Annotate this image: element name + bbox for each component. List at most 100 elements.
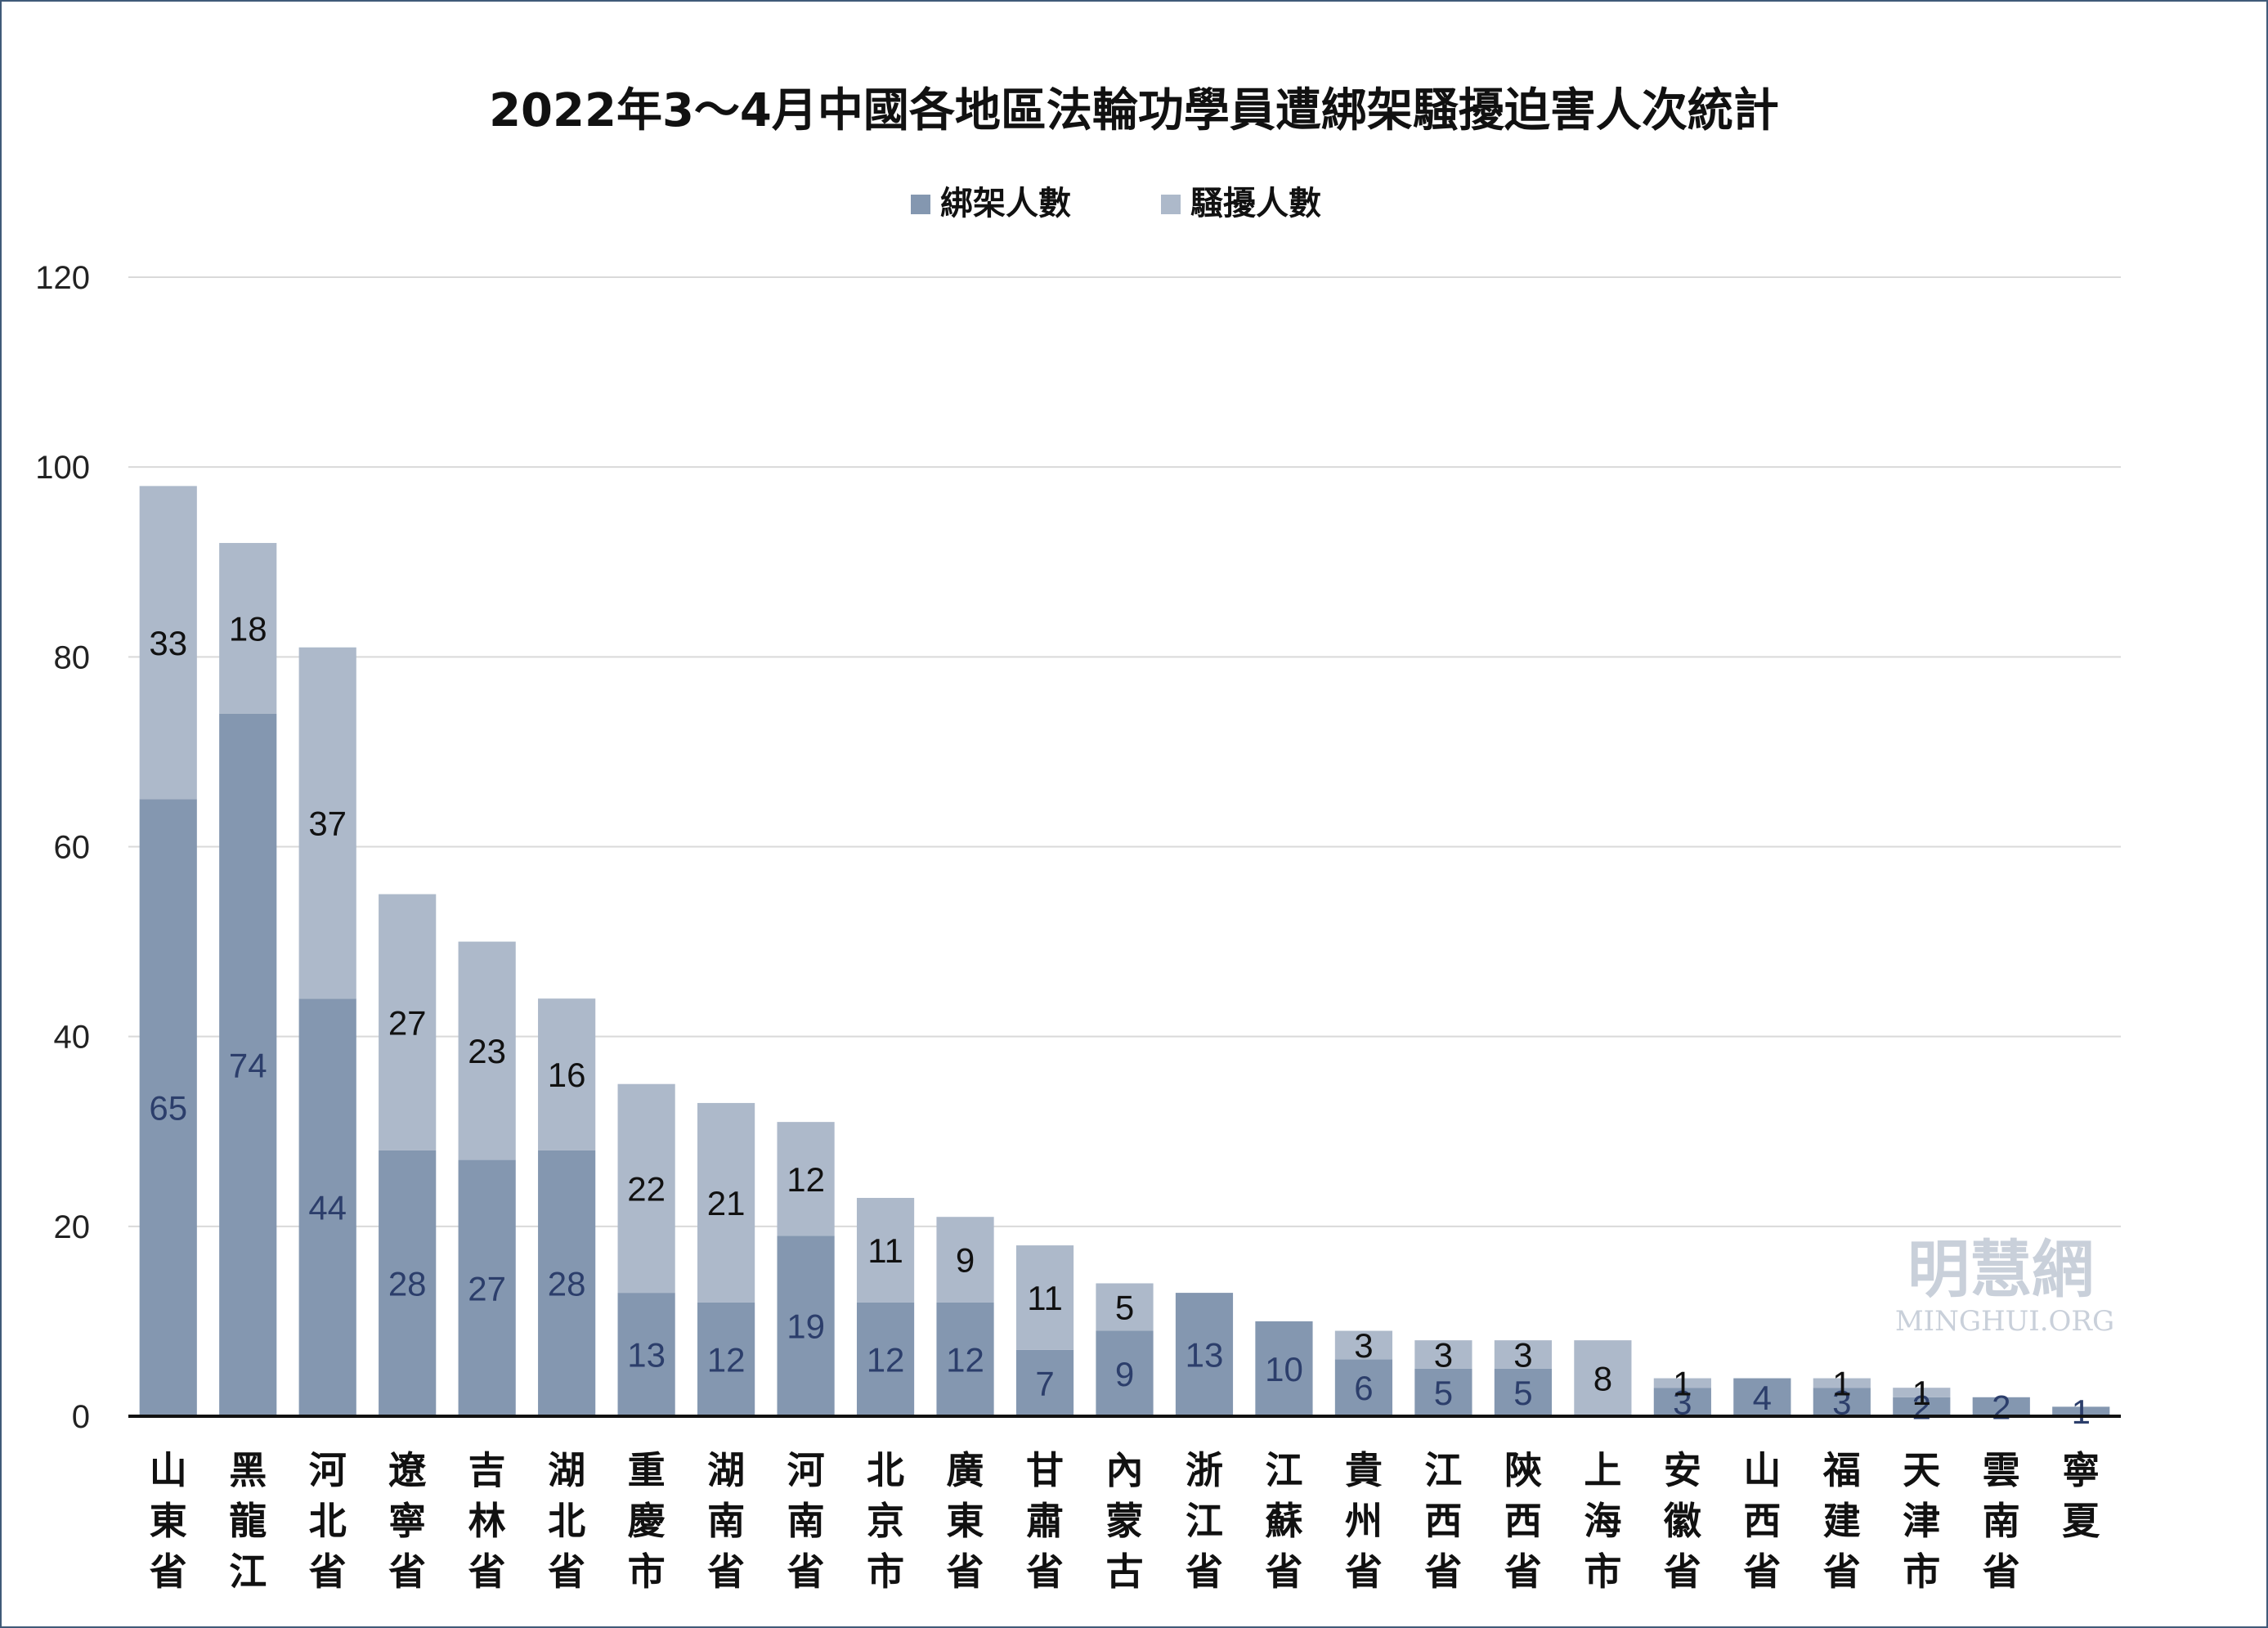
bar-abduction <box>697 1302 755 1416</box>
bar-abduction <box>1893 1397 1951 1416</box>
bar-abduction <box>936 1302 994 1416</box>
bar-harassment <box>1015 1245 1074 1350</box>
data-label-abduction: 27 <box>468 1269 506 1307</box>
data-label-abduction: 4 <box>1753 1379 1772 1417</box>
bar-abduction <box>1414 1368 1472 1416</box>
x-category-label: 重慶市 <box>628 1448 666 1594</box>
x-category-label: 湖南省 <box>707 1448 745 1594</box>
data-label-harassment: 18 <box>229 610 267 648</box>
legend-label-harassment: 騷擾人數 <box>1190 185 1321 222</box>
x-category-label: 天津市 <box>1903 1448 1940 1594</box>
data-label-harassment: 8 <box>1593 1360 1612 1398</box>
data-label-harassment: 33 <box>149 624 187 662</box>
x-category-label: 貴州省 <box>1345 1448 1383 1594</box>
bar-abduction <box>1255 1321 1313 1416</box>
x-category-label: 江西省 <box>1424 1448 1462 1594</box>
data-label-harassment: 23 <box>468 1032 506 1070</box>
x-category-label: 雲南省 <box>1983 1448 2020 1594</box>
y-axis: 0 20 40 60 80 100 120 <box>35 260 90 1435</box>
data-label-harassment: 37 <box>308 804 347 842</box>
legend-swatch-harassment <box>1161 195 1181 214</box>
bar-harassment <box>219 543 277 714</box>
data-label-harassment: 11 <box>867 1231 903 1270</box>
data-label-abduction: 1 <box>2072 1393 2091 1431</box>
data-label-abduction: 3 <box>1673 1384 1692 1422</box>
data-label-harassment: 11 <box>1027 1279 1063 1317</box>
bar-abduction <box>1334 1359 1393 1416</box>
y-tick-label: 0 <box>72 1399 90 1435</box>
bar-abduction <box>219 713 277 1416</box>
data-label-harassment: 21 <box>707 1184 746 1222</box>
data-label-abduction: 5 <box>1513 1374 1532 1412</box>
x-category-label: 陝西省 <box>1504 1448 1542 1594</box>
x-category-label: 上海市 <box>1584 1448 1621 1594</box>
data-label-harassment: 1 <box>1832 1364 1851 1402</box>
data-label-harassment: 16 <box>548 1056 586 1094</box>
bar-harassment <box>617 1083 675 1294</box>
bar-abduction <box>1813 1388 1871 1416</box>
data-label-abduction: 12 <box>707 1340 746 1379</box>
data-label-harassment: 27 <box>388 1003 427 1042</box>
x-category-label: 北京市 <box>867 1448 904 1594</box>
bar-abduction <box>1972 1397 2030 1416</box>
data-label-abduction: 13 <box>627 1336 666 1375</box>
legend: 綁架人數 騷擾人數 <box>911 185 1321 222</box>
bar-harassment <box>856 1198 915 1303</box>
x-category-label: 山東省 <box>150 1448 187 1594</box>
watermark-logo: 明慧網 MINGHUI.ORG <box>1895 1233 2114 1338</box>
y-tick-label: 20 <box>54 1209 91 1245</box>
x-category-label: 廣東省 <box>947 1448 984 1594</box>
bar-abduction <box>777 1236 835 1416</box>
bar-harassment <box>458 941 516 1160</box>
data-label-abduction: 28 <box>388 1264 427 1303</box>
data-label-harassment: 9 <box>956 1240 975 1279</box>
bars <box>139 486 2110 1416</box>
data-label-abduction: 6 <box>1354 1369 1373 1407</box>
bar-abduction <box>1175 1293 1234 1416</box>
x-category-label: 寧夏 <box>2062 1448 2100 1543</box>
data-label-harassment: 12 <box>787 1160 825 1199</box>
y-tick-label: 100 <box>35 450 90 486</box>
bar-harassment <box>1893 1388 1951 1397</box>
x-category-label: 吉林省 <box>468 1448 506 1594</box>
data-label-abduction: 3 <box>1832 1384 1851 1422</box>
x-category-label: 安徽省 <box>1663 1448 1702 1594</box>
bar-harassment <box>1334 1330 1393 1360</box>
x-category-label: 遼寧省 <box>388 1448 427 1594</box>
bar-abduction <box>1653 1388 1711 1416</box>
x-category-label: 江蘇省 <box>1265 1448 1302 1594</box>
data-label-harassment: 5 <box>1115 1289 1134 1327</box>
bar-harassment <box>697 1102 755 1303</box>
data-labels: 6533741844372827272328161322122119121211… <box>149 610 2091 1432</box>
bar-abduction <box>538 1150 596 1416</box>
data-label-abduction: 5 <box>1434 1374 1453 1412</box>
bar-harassment <box>139 486 197 800</box>
x-category-label: 浙江省 <box>1186 1448 1223 1594</box>
data-label-harassment: 1 <box>1912 1374 1931 1412</box>
bar-harassment <box>379 894 437 1150</box>
bar-abduction <box>856 1302 915 1416</box>
data-label-abduction: 10 <box>1265 1350 1303 1388</box>
x-category-label: 福建省 <box>1822 1448 1861 1594</box>
bar-harassment <box>1653 1378 1711 1388</box>
data-label-harassment: 3 <box>1513 1336 1532 1375</box>
data-label-abduction: 2 <box>1992 1388 2010 1426</box>
bar-abduction <box>617 1293 675 1416</box>
bar-harassment <box>777 1122 835 1236</box>
x-category-label: 黑龍江 <box>229 1448 267 1594</box>
x-category-label: 湖北省 <box>548 1448 585 1594</box>
x-category-label: 河南省 <box>787 1448 825 1594</box>
x-category-label: 山西省 <box>1743 1448 1781 1594</box>
bar-harassment <box>1414 1340 1472 1369</box>
bar-abduction <box>298 998 356 1416</box>
data-label-abduction: 28 <box>548 1264 586 1303</box>
bar-abduction <box>2052 1406 2110 1416</box>
data-label-harassment: 3 <box>1354 1326 1373 1365</box>
y-tick-label: 60 <box>54 830 91 866</box>
bar-harassment <box>1574 1340 1632 1416</box>
data-label-harassment: 22 <box>627 1169 666 1208</box>
bar-harassment <box>936 1217 994 1303</box>
bar-harassment <box>538 998 596 1150</box>
bar-abduction <box>1494 1368 1552 1416</box>
